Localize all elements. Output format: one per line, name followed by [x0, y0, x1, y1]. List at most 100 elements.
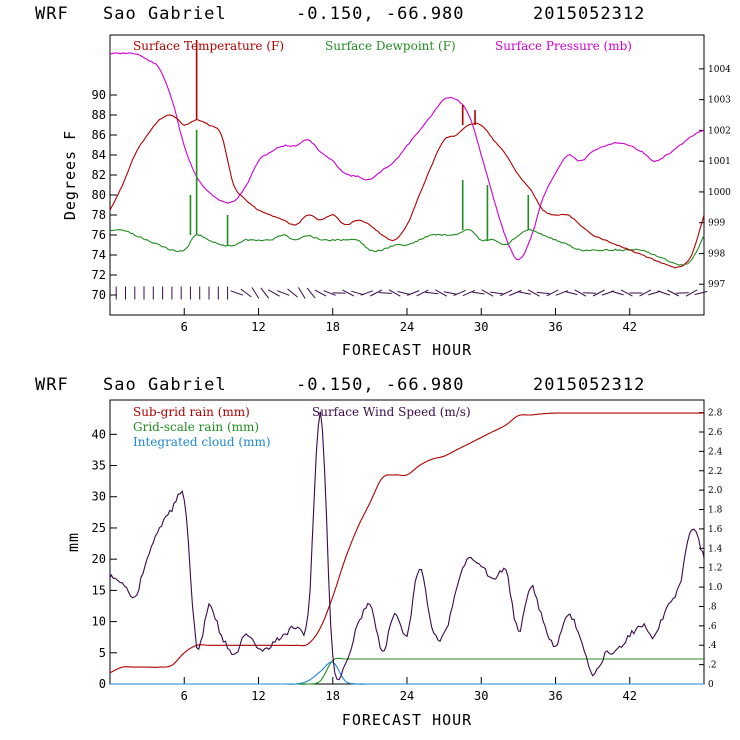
top-xlabel: FORECAST HOUR	[342, 341, 472, 359]
x-tick-label: 36	[548, 689, 562, 703]
y-tick-label: 70	[92, 288, 106, 302]
wind-barb	[490, 291, 504, 295]
wind-barb	[416, 289, 429, 297]
wind-barb	[260, 287, 270, 299]
x-tick-label: 12	[251, 689, 265, 703]
y-tick-label: 15	[92, 583, 106, 597]
bottom-title-model: WRF	[35, 375, 69, 395]
y2-tick-label: 1.2	[708, 564, 722, 574]
wind-barb	[592, 289, 605, 297]
y-tick-label: 5	[99, 646, 106, 660]
y2-tick-label: 2.2	[708, 467, 722, 477]
wind-barb	[443, 291, 457, 295]
wind-barb	[453, 289, 466, 297]
wind-barb	[509, 290, 522, 296]
legend-pressure: Surface Pressure (mb)	[495, 39, 632, 53]
y-tick-label: 0	[99, 677, 106, 691]
x-tick-label: 6	[181, 320, 188, 334]
wind-barb	[287, 288, 298, 298]
y2-tick-label: 1001	[708, 157, 731, 167]
y2-tick-label: 1003	[708, 96, 731, 106]
pressure-line	[109, 52, 705, 261]
wind-barb	[251, 287, 260, 299]
wind-barb	[667, 289, 680, 297]
x-tick-label: 18	[326, 320, 340, 334]
wind-barb	[518, 291, 532, 295]
wind-barb	[481, 289, 494, 297]
wind-barb	[425, 291, 439, 295]
wind-barb	[388, 289, 401, 297]
x-tick-label: 30	[474, 689, 488, 703]
y-tick-label: 74	[92, 248, 106, 262]
y-tick-label: 82	[92, 168, 106, 182]
x-tick-label: 12	[251, 320, 265, 334]
y2-tick-label: 998	[708, 249, 725, 259]
y2-tick-label: 1.6	[708, 525, 723, 535]
wind-barb	[351, 290, 364, 296]
wind-barb	[527, 289, 540, 297]
y2-tick-label: 2.6	[708, 428, 723, 438]
y2-tick-label: .8	[708, 602, 717, 612]
y-tick-label: 72	[92, 268, 106, 282]
wind-barb	[620, 289, 633, 297]
y-tick-label: 86	[92, 128, 106, 142]
x-tick-label: 42	[623, 689, 637, 703]
wind-barb	[471, 291, 485, 295]
wind-barb	[564, 290, 578, 296]
y2-tick-label: 1000	[708, 188, 731, 198]
legend-subgrid-rain: Sub-grid rain (mm)	[133, 405, 250, 419]
legend-wind-speed: Surface Wind Speed (m/s)	[312, 405, 471, 419]
y-tick-label: 40	[92, 427, 106, 441]
wind-barbs	[115, 286, 708, 300]
top-title-station: Sao Gabriel	[103, 4, 227, 24]
wind-barb	[462, 289, 476, 297]
y2-tick-label: 2.8	[708, 409, 723, 419]
wind-barb	[406, 290, 420, 296]
series-lines	[109, 40, 705, 685]
y2-tick-label: 2.0	[708, 486, 723, 496]
x-tick-label: 24	[400, 689, 414, 703]
y2-tick-label: .6	[708, 622, 717, 632]
y2-tick-label: 997	[708, 280, 725, 290]
wind-barb	[582, 292, 597, 294]
wind-barb	[360, 290, 374, 296]
y-tick-label: 90	[92, 88, 106, 102]
wind-barb	[342, 289, 355, 297]
wind-barb	[397, 291, 411, 295]
legend-gridscale-rain: Grid-scale rain (mm)	[133, 420, 259, 434]
wind-barb	[230, 290, 244, 296]
wind-barb	[657, 290, 671, 296]
wind-barb	[370, 289, 383, 297]
y2-tick-label: 1.4	[708, 544, 723, 554]
bottom-ylabel: mm	[64, 532, 82, 552]
wind-barb	[694, 290, 708, 296]
wind-barb	[268, 289, 280, 297]
y-tick-label: 88	[92, 108, 106, 122]
y-tick-label: 78	[92, 208, 106, 222]
axis-ticks: 6 12 18 24 30 36 42 70 72 74 76 78 80 82 84 86 88 90 997 99…	[92, 65, 732, 703]
y-tick-label: 25	[92, 521, 106, 535]
subgrid-rain-line	[109, 412, 704, 674]
wind-barb	[435, 289, 447, 297]
x-tick-label: 6	[181, 689, 188, 703]
wind-barb	[306, 287, 316, 299]
y2-tick-label: 1.0	[708, 583, 723, 593]
bottom-title-coords: -0.150, -66.980	[296, 375, 465, 395]
top-title-model: WRF	[35, 4, 69, 24]
x-tick-label: 18	[326, 689, 340, 703]
x-tick-label: 42	[623, 320, 637, 334]
y2-tick-label: 2.4	[708, 447, 723, 457]
top-plot-frame	[109, 34, 705, 316]
wind-barb	[675, 292, 689, 294]
bottom-title-init: 2015052312	[533, 375, 645, 395]
wind-barb	[240, 288, 252, 298]
wind-barb	[323, 290, 336, 296]
wind-barb	[685, 289, 698, 297]
y2-tick-label: 1.8	[708, 506, 723, 516]
wind-barb	[639, 289, 652, 297]
y2-tick-label: .4	[708, 641, 717, 651]
wind-barb	[499, 289, 513, 297]
wind-barb	[297, 287, 306, 299]
wind-barb	[378, 292, 392, 294]
